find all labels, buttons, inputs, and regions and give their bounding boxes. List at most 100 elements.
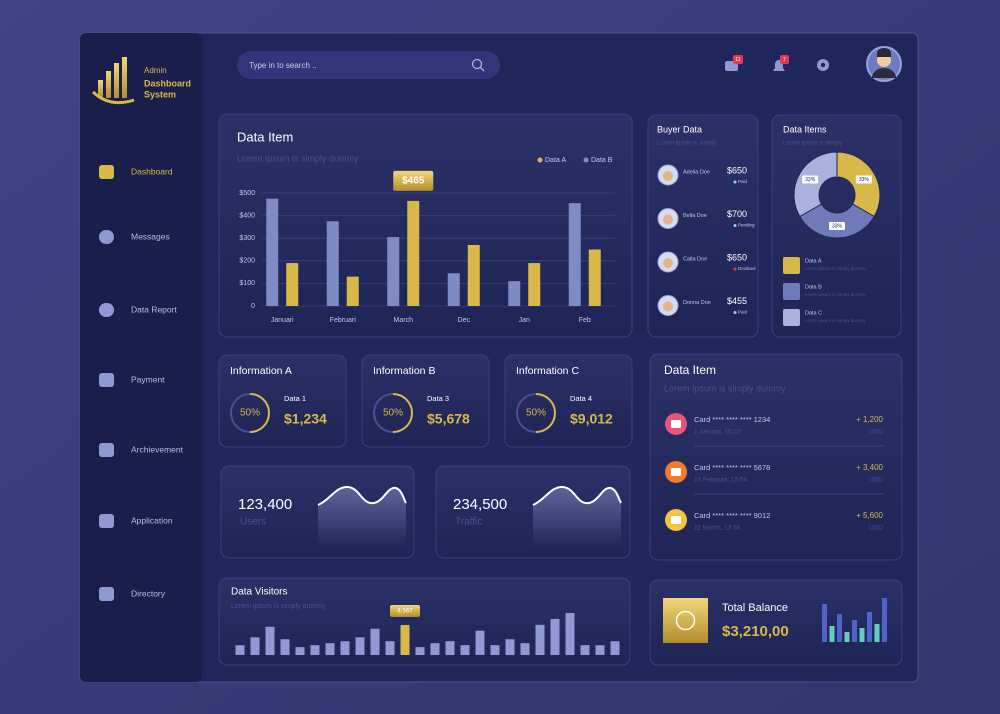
gauge-label: 50% <box>526 408 546 419</box>
menu-icon[interactable] <box>99 587 114 601</box>
bar <box>859 628 865 642</box>
info-label: Data 4 <box>570 394 592 403</box>
legend-marker <box>583 157 589 163</box>
badge <box>733 55 743 64</box>
stat-value: 123,400 <box>238 496 292 513</box>
legend-label: Data B <box>805 284 822 290</box>
logo-text: Dashboard <box>144 78 191 88</box>
buyer-amount: $700 <box>727 209 747 219</box>
x-tick-label: Januari <box>271 317 294 324</box>
bar <box>235 645 245 655</box>
logo-text: Admin <box>144 66 167 75</box>
logo-bar <box>122 57 127 98</box>
y-tick-label: $100 <box>239 280 255 287</box>
currency: USD <box>869 429 883 436</box>
x-tick-label: Februari <box>330 317 357 324</box>
x-tick-label: March <box>394 317 414 324</box>
y-tick-label: 0 <box>251 303 255 310</box>
x-tick-label: Feb <box>579 317 591 324</box>
logo-bar <box>114 63 119 98</box>
legend-label: Data A <box>545 157 566 164</box>
card-title: Buyer Data <box>657 124 702 134</box>
info-amount: $9,012 <box>570 411 613 427</box>
card-title: Data Item <box>664 363 716 377</box>
bar <box>882 598 887 642</box>
buyer-amount: $650 <box>727 252 747 262</box>
slice-label-box <box>802 175 819 184</box>
menu-item[interactable]: Archievement <box>131 444 184 454</box>
buyer-amount: $650 <box>727 165 747 175</box>
search-bar[interactable] <box>237 51 500 79</box>
sidebar <box>80 33 202 682</box>
buyer-avatar-face <box>663 258 673 268</box>
menu-item[interactable]: Messages <box>131 231 170 241</box>
info-amount: $1,234 <box>284 411 327 427</box>
logo <box>91 57 135 105</box>
amount: + 1,200 <box>856 415 883 424</box>
bar <box>588 249 601 306</box>
stat-label: Users <box>240 517 266 528</box>
slice-label: 33% <box>832 223 843 229</box>
bar <box>325 643 335 655</box>
currency: USD <box>869 525 883 532</box>
bar <box>568 203 581 306</box>
menu-item[interactable]: Directory <box>131 588 166 598</box>
chart-title: Data Visitors <box>231 587 288 598</box>
gauge <box>373 393 413 433</box>
info-title: Information A <box>230 365 292 377</box>
buyer-amount: $455 <box>727 296 747 306</box>
logo-bar <box>98 80 103 98</box>
bar <box>528 263 541 306</box>
amount: + 3,400 <box>856 463 883 472</box>
buyer-avatar-face <box>663 301 673 312</box>
chart-subtitle: Lorem Ipsum is simply dummy <box>231 603 326 610</box>
menu-icon[interactable] <box>99 514 114 528</box>
menu-icon[interactable] <box>99 230 114 244</box>
amount: + 5,600 <box>856 511 883 520</box>
menu-icon[interactable] <box>99 373 114 387</box>
menu-icon[interactable] <box>99 303 114 317</box>
search-placeholder: Type in to search .. <box>249 61 317 70</box>
menu-item[interactable]: Data Report <box>131 304 177 314</box>
tooltip <box>390 605 420 618</box>
info-label: Data 1 <box>284 394 306 403</box>
bar <box>475 630 485 655</box>
chart-subtitle: Lorem Ipsum is simply dummy <box>237 153 359 163</box>
bar <box>467 244 480 306</box>
search-icon[interactable] <box>471 58 483 70</box>
bar <box>874 624 880 642</box>
menu-item[interactable]: Payment <box>131 374 165 384</box>
card-icon-glyph <box>671 468 681 476</box>
buyer-avatar-face <box>663 171 673 181</box>
card-subtitle: Lorem ipsum is simply <box>657 141 716 147</box>
chart-subtitle: Lorem ipsum is simply <box>783 141 842 147</box>
gauge <box>516 393 556 433</box>
value-label: 4,567 <box>397 609 413 615</box>
bar <box>852 620 857 642</box>
slice-label-box <box>829 222 845 230</box>
card-subtitle: Lorem Ipsum is simply dummy <box>664 383 786 393</box>
card <box>649 353 903 561</box>
bar <box>430 643 440 655</box>
card <box>218 354 347 448</box>
bar <box>355 637 365 655</box>
menu-item[interactable]: Application <box>131 515 173 525</box>
card-number: Card **** **** **** 9012 <box>694 511 770 520</box>
bar <box>286 263 299 306</box>
stat-value: 234,500 <box>453 496 507 513</box>
menu-icon[interactable] <box>99 443 114 457</box>
bar <box>595 645 605 655</box>
buyer-status: Paid <box>738 310 748 315</box>
info-title: Information C <box>516 365 579 377</box>
menu-icon[interactable] <box>99 165 114 179</box>
legend-marker <box>783 257 800 274</box>
coin <box>675 610 696 631</box>
wave-line <box>317 485 407 506</box>
info-amount: $5,678 <box>427 411 470 427</box>
menu-item[interactable]: Dashboard <box>131 166 173 176</box>
chart-title: Data Items <box>783 124 827 134</box>
tooltip <box>393 170 434 191</box>
status-dot <box>733 311 737 314</box>
gauge-label: 50% <box>383 408 403 419</box>
